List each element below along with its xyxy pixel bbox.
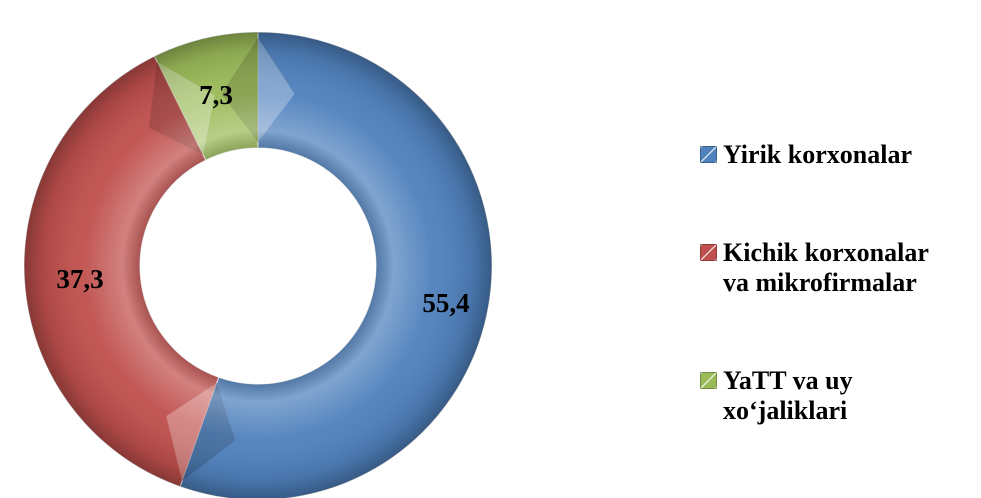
data-label-kichik: 37,3	[56, 264, 103, 294]
legend-swatch-blue	[700, 146, 717, 163]
legend-label: YaTT va uy xo‘jaliklari	[723, 366, 853, 425]
chart-legend: Yirik korxonalar Kichik korxonalar va mi…	[700, 0, 980, 498]
legend-label: Yirik korxonalar	[723, 140, 912, 169]
data-label-yatt: 7,3	[199, 80, 233, 110]
legend-item-kichik: Kichik korxonalar va mikrofirmalar	[700, 238, 973, 298]
legend-swatch-green	[700, 372, 717, 389]
ring-shading	[24, 32, 492, 498]
data-label-yirik: 55,4	[422, 288, 469, 318]
legend-item-yatt: YaTT va uy xo‘jaliklari	[700, 366, 973, 426]
legend-item-yirik: Yirik korxonalar	[700, 140, 973, 170]
legend-label: Kichik korxonalar va mikrofirmalar	[723, 238, 929, 297]
legend-swatch-red	[700, 244, 717, 261]
doughnut-chart: 55,4 37,3 7,3	[23, 31, 493, 498]
